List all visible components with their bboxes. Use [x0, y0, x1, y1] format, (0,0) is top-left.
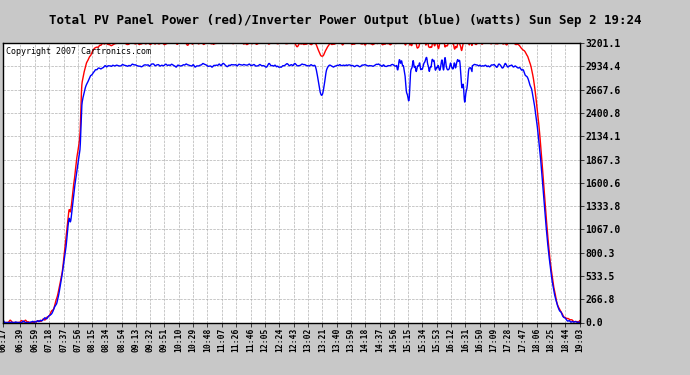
- Text: Copyright 2007 Cartronics.com: Copyright 2007 Cartronics.com: [6, 47, 151, 56]
- Text: Total PV Panel Power (red)/Inverter Power Output (blue) (watts) Sun Sep 2 19:24: Total PV Panel Power (red)/Inverter Powe…: [49, 14, 641, 27]
